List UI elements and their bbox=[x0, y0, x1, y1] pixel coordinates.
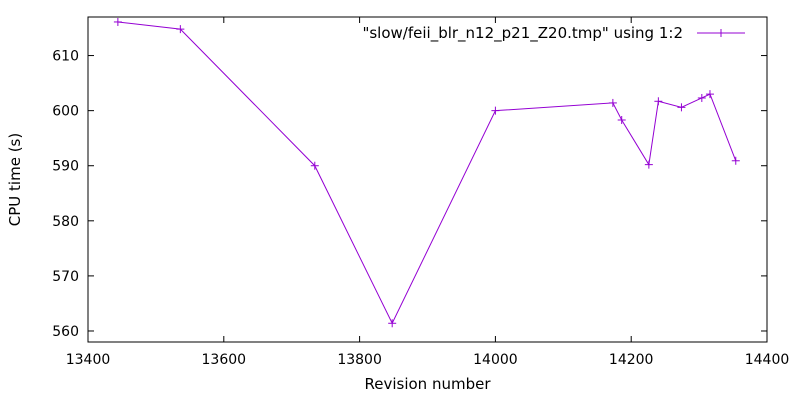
data-point bbox=[491, 106, 500, 115]
y-tick-label: 560 bbox=[52, 324, 79, 340]
data-point bbox=[697, 93, 706, 102]
y-tick-label: 600 bbox=[52, 104, 79, 120]
data-point bbox=[654, 97, 663, 106]
legend-label: "slow/feii_blr_n12_p21_Z20.tmp" using 1:… bbox=[362, 24, 683, 43]
x-axis-label: Revision number bbox=[365, 375, 492, 393]
data-point bbox=[388, 319, 397, 328]
x-tick-label: 13800 bbox=[337, 352, 382, 368]
x-tick-label: 14400 bbox=[745, 352, 790, 368]
data-point bbox=[176, 25, 185, 34]
data-point bbox=[644, 160, 653, 169]
data-point bbox=[705, 90, 714, 99]
data-point bbox=[113, 17, 122, 26]
y-tick-label: 610 bbox=[52, 49, 79, 65]
series-layer bbox=[113, 17, 740, 328]
x-axis: 13400 13600 13800 14000 14200 14400 bbox=[66, 17, 790, 368]
x-tick-label: 14000 bbox=[473, 352, 518, 368]
data-point bbox=[608, 98, 617, 107]
legend-marker bbox=[717, 29, 725, 37]
y-tick-label: 570 bbox=[52, 269, 79, 285]
x-tick-label: 13400 bbox=[66, 352, 111, 368]
y-tick-label: 580 bbox=[52, 214, 79, 230]
x-tick-label: 14200 bbox=[609, 352, 654, 368]
y-axis-label: CPU time (s) bbox=[6, 133, 24, 226]
x-tick-label: 13600 bbox=[202, 352, 247, 368]
legend: "slow/feii_blr_n12_p21_Z20.tmp" using 1:… bbox=[362, 24, 745, 43]
data-point bbox=[310, 161, 319, 170]
plot-frame bbox=[87, 16, 768, 343]
y-tick-label: 590 bbox=[52, 159, 79, 175]
data-point bbox=[617, 116, 626, 125]
data-point bbox=[677, 103, 686, 112]
data-point bbox=[731, 156, 740, 165]
y-axis: 560 570 580 590 600 610 bbox=[52, 49, 767, 340]
